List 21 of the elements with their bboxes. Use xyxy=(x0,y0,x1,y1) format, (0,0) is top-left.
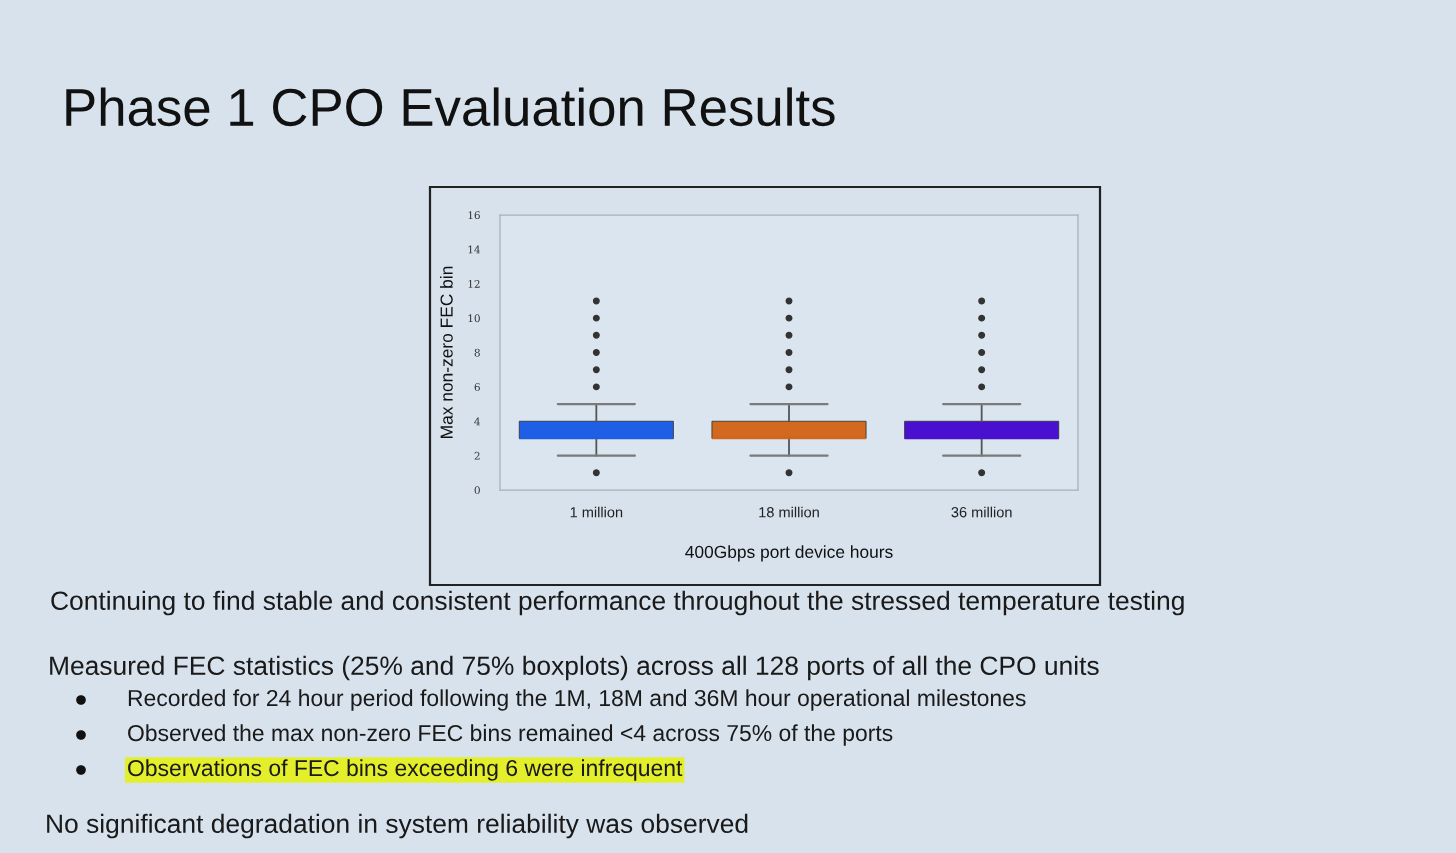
y-tick-label: 10 xyxy=(468,314,480,323)
text: Recorded for 24 hour period following the 1M, 18M and 36M hour operational milestones xyxy=(128,689,1026,711)
x-tick-label: 36 million xyxy=(951,506,1012,518)
x-tick-label: 1 million xyxy=(570,506,623,518)
text: Observations of FEC bins exceeding 6 were infrequent xyxy=(128,759,683,781)
text: Measured FEC statistics (25% and 75% boxplots) across all 128 ports of all the CPO units xyxy=(50,655,1099,681)
y-tick-label: 6 xyxy=(474,383,480,391)
chart-title: Phase 1 CPO Evaluation Results xyxy=(66,87,835,127)
text: Continuing to find stable and consistent performance throughout the stressed temperature testing xyxy=(51,590,1184,616)
x-tick-label: 18 million xyxy=(759,506,819,518)
y-axis-title: Max non-zero FEC bin xyxy=(440,266,453,438)
y-tick-label: 2 xyxy=(474,451,480,460)
x-axis-title: 400Gbps port device hours xyxy=(685,545,893,562)
y-tick-label: 14 xyxy=(468,245,481,254)
y-tick-label: 12 xyxy=(468,279,480,288)
y-tick-label: 16 xyxy=(468,211,480,220)
y-tick-label: 4 xyxy=(474,417,481,426)
text: No significant degradation in system reliability was observed xyxy=(47,813,748,839)
text: Observed the max non-zero FEC bins remained <4 across 75% of the ports xyxy=(128,724,893,746)
y-tick-label: 8 xyxy=(474,348,480,357)
y-tick-label: 0 xyxy=(474,486,480,495)
